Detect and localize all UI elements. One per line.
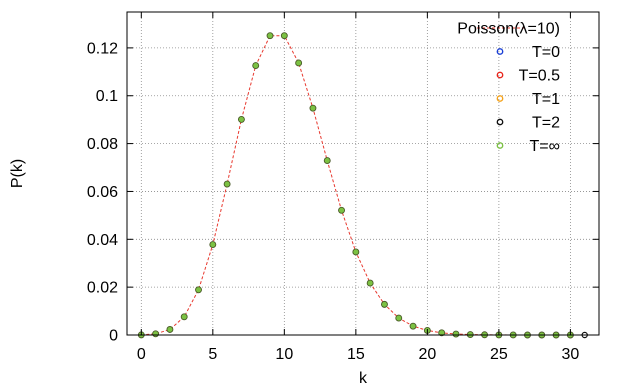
- legend-label: T=2: [532, 115, 560, 132]
- data-point-t-infinity: [152, 330, 160, 338]
- data-point-t-infinity: [338, 206, 345, 214]
- x-tick-label: 30: [561, 346, 579, 363]
- data-point-t-infinity: [223, 180, 231, 188]
- x-tick-label: 10: [275, 346, 293, 363]
- data-point-t-infinity: [395, 314, 403, 322]
- grid-lines: [127, 12, 599, 335]
- legend-marker: [496, 48, 504, 55]
- legend-label: Poisson(λ=10): [457, 21, 560, 38]
- x-axis-label: k: [359, 370, 368, 387]
- legend-marker: [496, 71, 504, 79]
- x-tick-label: 5: [208, 346, 217, 363]
- y-tick-label: 0.02: [87, 280, 118, 297]
- data-point-t-infinity: [295, 59, 303, 67]
- x-tick-label: 25: [490, 346, 508, 363]
- x-tick-label: 20: [418, 346, 436, 363]
- y-axis-label: P(k): [9, 159, 26, 188]
- data-point-t-infinity: [195, 286, 202, 294]
- data-point-t-infinity: [209, 241, 217, 249]
- y-tick-label: 0.04: [87, 232, 118, 249]
- data-point-t-infinity: [409, 322, 417, 330]
- y-tick-label: 0: [109, 328, 118, 345]
- legend-label: T=0.5: [519, 68, 560, 85]
- data-point-t-infinity: [252, 62, 260, 70]
- legend: Poisson(λ=10) T=0 T=0.5 T=1 T=2 T=∞: [457, 21, 560, 156]
- plot-frame: [126, 11, 600, 336]
- data-point-t-infinity: [352, 248, 360, 256]
- data-point-t-infinity: [266, 32, 274, 40]
- y-tick-label: 0.12: [87, 40, 118, 57]
- legend-label: T=1: [532, 91, 560, 108]
- data-point-t-infinity: [309, 104, 317, 112]
- data-point-t-infinity: [452, 330, 460, 338]
- data-point-t-infinity: [366, 279, 374, 287]
- x-tick-label: 0: [137, 346, 146, 363]
- y-tick-label: 0.06: [87, 184, 118, 201]
- legend-marker: [496, 95, 504, 102]
- data-point-t-infinity: [280, 32, 288, 40]
- legend-marker: [496, 118, 504, 126]
- data-point-t-infinity: [438, 329, 446, 337]
- y-tick-label: 0.08: [87, 136, 118, 153]
- legend-label: T=∞: [529, 138, 560, 155]
- data-point-t-infinity: [180, 313, 188, 321]
- data-point-t-infinity: [166, 326, 174, 333]
- y-tick-label: 0.1: [96, 88, 118, 105]
- legend-marker: [496, 142, 504, 149]
- legend-label: T=0: [532, 44, 560, 61]
- data-point-t-infinity: [237, 115, 245, 123]
- data-point-t-infinity: [381, 300, 388, 308]
- data-point-t-infinity: [323, 157, 331, 165]
- axes: 0 5 10 15 20 25 30 0 0.02 0.04 0.06 0.08 0.1 0.12 k P(k…: [9, 11, 600, 387]
- x-tick-label: 15: [347, 346, 365, 363]
